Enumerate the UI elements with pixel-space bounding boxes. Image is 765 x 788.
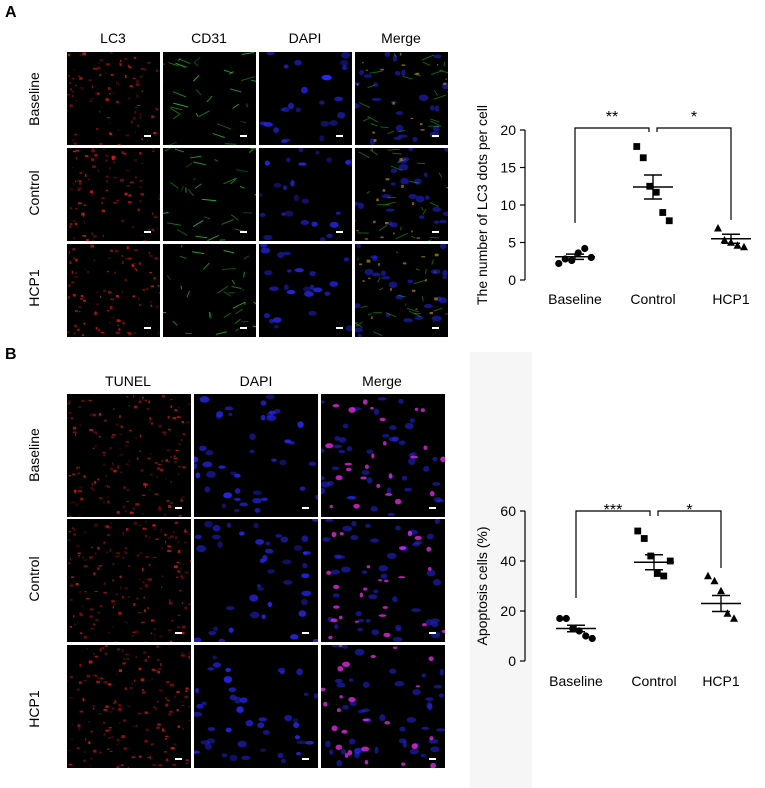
data-point: [660, 572, 668, 580]
data-point: [640, 535, 648, 542]
significance-label: *: [691, 109, 697, 126]
x-category-label: Control: [631, 673, 676, 689]
micrograph-b-dapi-control: [194, 519, 318, 642]
data-point: [556, 614, 564, 623]
y-tick-label: 40: [500, 553, 516, 569]
data-point: [574, 249, 582, 257]
micrograph-b-merge-hcp1: [321, 645, 445, 768]
micrograph-b-dapi-hcp1: [194, 645, 318, 768]
lc3-dots-chart: 0 5 10 15 20 The number of LC3 dots per cell B…: [474, 105, 751, 307]
x-category-label: Control: [630, 291, 675, 307]
micrograph-b-tunel-hcp1: [67, 645, 191, 768]
micrograph-b-dapi-baseline: [194, 394, 318, 517]
row-label-control-b: Control: [26, 556, 42, 602]
data-point: [740, 242, 748, 251]
y-tick-label: 0: [508, 272, 516, 288]
data-point: [714, 224, 722, 232]
column-header-dapi-b: DAPI: [239, 373, 273, 389]
data-point: [665, 217, 673, 225]
row-label-hcp1-b: HCP1: [26, 690, 42, 728]
y-tick-label: 5: [508, 235, 516, 251]
data-point: [730, 614, 738, 622]
panel-a-letter: A: [5, 4, 17, 21]
x-category-label: Baseline: [548, 291, 602, 307]
micrograph-lc3-hcp1: [67, 244, 160, 337]
y-tick-label: 20: [500, 122, 516, 138]
data-point: [720, 236, 729, 244]
data-point: [710, 576, 719, 585]
data-point: [647, 552, 655, 560]
y-tick-label: 20: [500, 603, 516, 619]
data-point: [588, 634, 596, 643]
micrograph-lc3-control: [67, 148, 160, 241]
data-point: [723, 609, 732, 617]
significance-label: **: [606, 109, 618, 126]
chart-axes: 0 20 40 60: [500, 503, 526, 669]
y-axis-label: Apoptosis cells (%): [474, 526, 490, 645]
data-point: [717, 586, 725, 595]
y-tick-label: 10: [500, 197, 516, 213]
micrograph-dapi-baseline: [259, 52, 352, 145]
data-point: [634, 527, 642, 535]
significance-bracket: [575, 510, 651, 598]
micrograph-merge-hcp1: [355, 244, 448, 337]
column-header-cd31: CD31: [191, 30, 227, 46]
panel-b-letter: B: [5, 346, 17, 363]
data-point: [652, 188, 660, 196]
data-point: [582, 632, 590, 640]
micrograph-cd31-baseline: [163, 52, 256, 145]
apoptosis-chart: 0 20 40 60 Apoptosis cells (%) Baseline Contro…: [474, 502, 741, 689]
background-shade: [470, 352, 532, 788]
data-point: [666, 557, 674, 565]
data-point: [653, 570, 661, 577]
micrograph-dapi-hcp1: [259, 244, 352, 337]
data-point: [555, 259, 563, 268]
y-tick-label: 60: [500, 503, 516, 519]
data-point: [581, 244, 589, 253]
data-point: [633, 143, 641, 150]
row-label-hcp1: HCP1: [26, 269, 42, 307]
y-tick-label: 15: [500, 160, 516, 176]
data-point: [568, 256, 576, 265]
micrograph-merge-baseline: [355, 52, 448, 145]
x-category-label: Baseline: [549, 673, 603, 689]
micrograph-b-tunel-control: [67, 519, 191, 642]
row-label-baseline: Baseline: [26, 72, 42, 126]
micrograph-dapi-control: [259, 148, 352, 241]
column-header-dapi: DAPI: [288, 30, 322, 46]
row-label-control: Control: [26, 170, 42, 216]
column-header-lc3: LC3: [100, 30, 126, 46]
data-point: [639, 154, 647, 162]
micrograph-b-merge-control: [321, 519, 445, 642]
significance-label: ***: [604, 502, 623, 519]
data-point: [562, 614, 570, 623]
column-header-merge: Merge: [381, 30, 421, 46]
micrograph-b-merge-baseline: [321, 394, 445, 517]
micrograph-lc3-baseline: [67, 52, 160, 145]
column-header-tunel: TUNEL: [105, 373, 151, 389]
micrograph-cd31-control: [163, 148, 256, 241]
chart-axes: 0 5 10 15 20: [500, 122, 526, 288]
row-label-baseline-b: Baseline: [26, 428, 42, 482]
significance-label: *: [686, 502, 692, 519]
x-category-label: HCP1: [702, 673, 740, 689]
micrograph-cd31-hcp1: [163, 244, 256, 337]
column-header-merge-b: Merge: [362, 373, 402, 389]
micrograph-b-tunel-baseline: [67, 394, 191, 517]
data-point: [733, 241, 742, 249]
significance-bracket: [657, 510, 722, 568]
y-tick-label: 0: [508, 653, 516, 669]
x-category-label: HCP1: [712, 291, 750, 307]
data-point: [704, 571, 712, 580]
significance-bracket: [656, 127, 732, 220]
significance-bracket: [574, 127, 650, 223]
micrograph-merge-control: [355, 148, 448, 241]
y-axis-label: The number of LC3 dots per cell: [474, 105, 490, 305]
data-point: [659, 209, 667, 216]
